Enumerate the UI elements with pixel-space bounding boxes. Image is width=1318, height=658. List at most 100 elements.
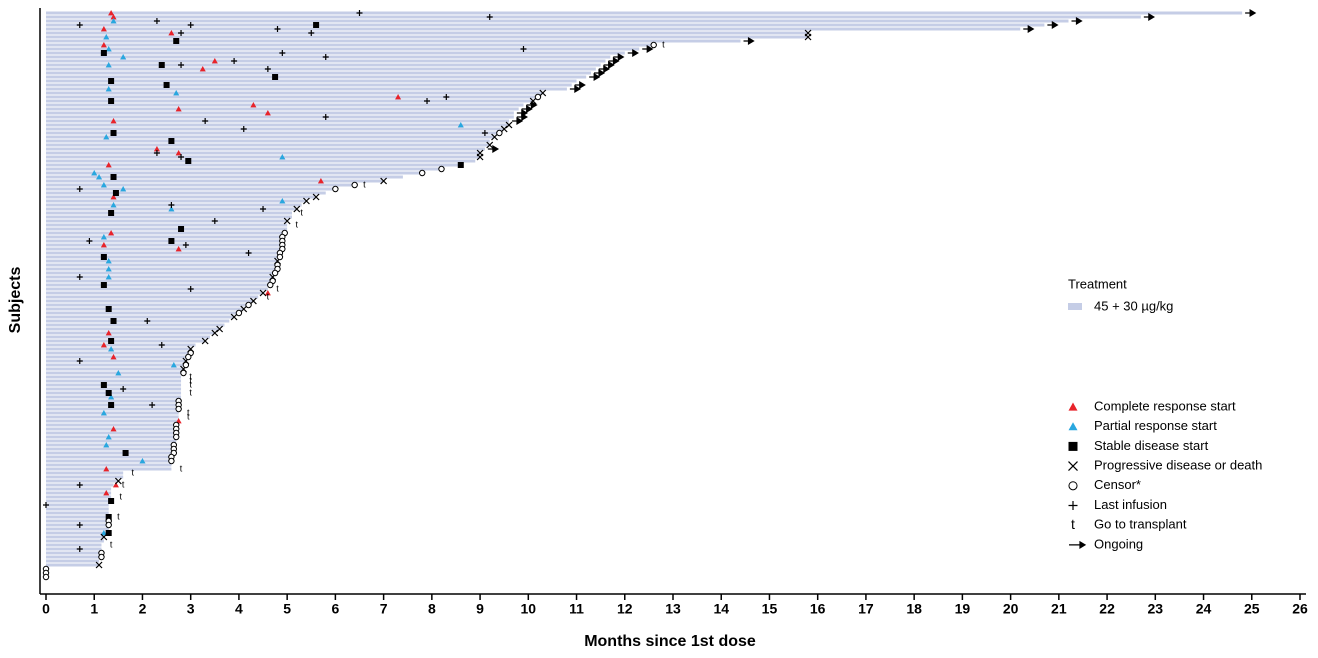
bar [46, 19, 1069, 23]
marker-square [105, 390, 112, 396]
marker-cross [804, 33, 812, 41]
marker-triangle [457, 122, 464, 128]
marker-plus [76, 274, 83, 280]
marker-t: t [117, 511, 120, 521]
marker-plus [178, 154, 185, 160]
marker-t: t [187, 407, 190, 417]
marker-cross [539, 89, 547, 97]
bar [46, 27, 1021, 31]
marker-triangle [91, 170, 98, 176]
legend-label: 45 + 30 µg/kg [1094, 298, 1173, 313]
marker-plus [187, 286, 194, 292]
y-axis-label: Subjects [7, 267, 24, 334]
marker-triangle [317, 178, 324, 184]
bar [46, 87, 567, 91]
marker-plus [240, 126, 247, 132]
marker-arrow [569, 84, 582, 94]
bar [46, 235, 283, 239]
bar [46, 331, 215, 335]
x-tick-label: 21 [1051, 601, 1067, 617]
bar [46, 115, 514, 119]
x-tick-label: 12 [617, 601, 633, 617]
bar [46, 503, 109, 507]
bar [46, 563, 100, 567]
marker-square [313, 22, 320, 28]
bar [46, 107, 519, 111]
marker-t: t [662, 39, 665, 49]
marker-t: t [276, 283, 279, 293]
bar [46, 387, 182, 391]
marker-plus [178, 62, 185, 68]
bar [46, 539, 104, 543]
legend-label: Go to transplant [1094, 517, 1187, 532]
marker-triangle [103, 466, 110, 472]
bar [46, 303, 249, 307]
marker-square [100, 382, 107, 388]
marker-circle [276, 253, 284, 261]
marker-square [163, 82, 170, 88]
marker-plus [144, 318, 151, 324]
marker-triangle [199, 66, 206, 72]
marker-plus [76, 358, 83, 364]
bar [46, 255, 280, 259]
marker-plus [308, 30, 315, 36]
bar [46, 187, 336, 191]
bar [46, 475, 124, 479]
bar [46, 383, 182, 387]
legend-swatch [1068, 303, 1082, 310]
marker-circle [175, 405, 182, 413]
bar [46, 79, 577, 83]
marker-arrow [603, 60, 615, 70]
legend-label: Progressive disease or death [1094, 458, 1262, 473]
marker-circle [271, 269, 279, 277]
x-tick-label: 26 [1292, 601, 1308, 617]
marker-cross [249, 297, 257, 305]
bar [46, 63, 601, 67]
marker-circle [180, 369, 187, 377]
marker-triangle [100, 42, 107, 48]
bar [46, 447, 174, 451]
marker-triangle [175, 150, 182, 156]
bar [46, 103, 524, 107]
marker-square [457, 162, 464, 168]
bar [46, 175, 403, 179]
bar [46, 487, 112, 491]
bar [46, 23, 1045, 27]
bar [46, 411, 179, 415]
marker-square [108, 498, 115, 504]
marker-cross [293, 205, 301, 213]
marker-t: t [189, 371, 192, 381]
marker-triangle [175, 106, 182, 112]
bar [46, 71, 592, 75]
bar [46, 451, 174, 455]
bar [46, 91, 543, 95]
marker-arrow [598, 64, 610, 74]
marker-triangle [168, 30, 175, 36]
bar [46, 231, 285, 235]
marker-square [110, 130, 117, 136]
bar [46, 195, 317, 199]
marker-triangle [110, 194, 117, 200]
x-tick-label: 25 [1244, 601, 1260, 617]
marker-square [105, 306, 112, 312]
marker-triangle [105, 86, 112, 92]
marker-arrow [1047, 20, 1059, 30]
marker-t: t [300, 207, 303, 217]
marker-square [108, 210, 115, 216]
bar [46, 355, 189, 359]
marker-cross [100, 533, 108, 541]
x-tick-label: 8 [428, 601, 436, 617]
bar [46, 463, 172, 467]
bar [46, 219, 288, 223]
x-tick-label: 0 [42, 601, 50, 617]
marker-triangle [250, 102, 257, 108]
bar [46, 467, 172, 471]
x-tick-label: 7 [380, 601, 388, 617]
marker-triangle [110, 354, 117, 360]
bar [46, 251, 280, 255]
marker-square [168, 138, 175, 144]
marker-triangle [110, 14, 117, 20]
marker-plus [76, 522, 83, 528]
marker-cross [476, 153, 484, 161]
marker-circle [438, 165, 445, 173]
